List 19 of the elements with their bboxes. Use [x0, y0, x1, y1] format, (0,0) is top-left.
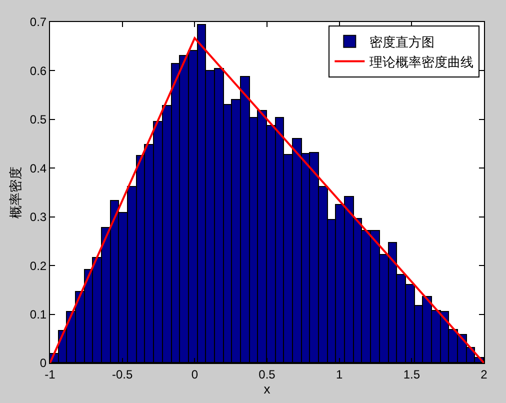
x-tick-label: 0 — [191, 367, 198, 382]
x-tick-label: 1 — [336, 367, 343, 382]
y-tick-label: 0 — [40, 356, 47, 370]
legend-label: 密度直方图 — [370, 34, 435, 50]
x-tick-label: -1 — [44, 367, 56, 382]
x-axis-title: x — [264, 381, 271, 396]
y-tick-label: 0.5 — [30, 112, 47, 127]
y-tick-label: 0.1 — [30, 307, 47, 322]
x-tick-label: 0.5 — [258, 367, 276, 382]
y-tick-label: 0.6 — [30, 64, 47, 78]
x-tick-label: 1.5 — [403, 367, 420, 382]
x-tick-label: 2 — [480, 367, 488, 382]
legend-label: 理论概率密度曲线 — [370, 54, 474, 70]
y-tick-label: 0.4 — [30, 161, 47, 176]
y-tick-label: 0.2 — [30, 258, 47, 273]
x-tick-label: -0.5 — [112, 367, 133, 382]
y-tick-label: 0.7 — [30, 15, 47, 30]
y-tick-label: 0.3 — [30, 210, 47, 224]
y-axis-title: 概率密度 — [8, 166, 23, 218]
